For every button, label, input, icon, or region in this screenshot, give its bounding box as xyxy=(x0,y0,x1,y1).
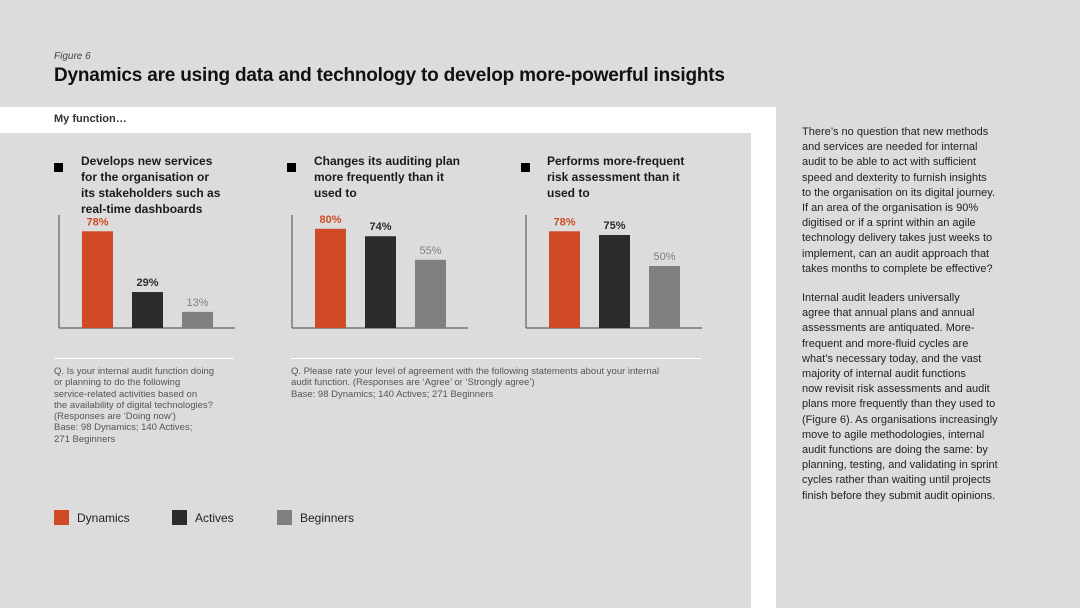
chart-1-data-label-dynamics: 78% xyxy=(86,216,108,228)
note-line: or planning to do the following xyxy=(54,377,181,389)
body-line: planning, testing, and validating in spr… xyxy=(802,459,998,472)
chart-2-data-label-dynamics: 80% xyxy=(319,214,341,226)
body-line: (Figure 6). As organisations increasingl… xyxy=(802,413,998,426)
divider-strip xyxy=(751,107,776,608)
chart-2-title-marker xyxy=(287,163,296,172)
legend-item-dynamics: Dynamics xyxy=(54,510,130,525)
body-line: what’s necessary today, and the vast xyxy=(802,352,982,365)
chart-2-title-line: more frequently than it xyxy=(314,170,445,184)
chart-2-data-label-actives: 74% xyxy=(369,221,391,233)
chart-1-title-line: its stakeholders such as xyxy=(81,186,221,200)
chart-3-data-label-actives: 75% xyxy=(603,220,625,232)
body-line: audit to be able to act with sufficient xyxy=(802,156,977,169)
body-paragraph-1: There’s no question that new methods and… xyxy=(802,125,1024,277)
body-line: and services are needed for internal xyxy=(802,141,978,154)
body-line: agree that annual plans and annual xyxy=(802,307,975,320)
note-line: 271 Beginners xyxy=(54,433,116,445)
chart-2-bar-beginners xyxy=(415,259,446,328)
legend-swatch-beginners xyxy=(277,510,292,525)
note-line: audit function. (Responses are ‘Agree’ o… xyxy=(291,377,535,389)
subheading-band xyxy=(0,107,776,133)
chart-1-title: Develops new services for the organisati… xyxy=(81,153,220,217)
figure-label: Figure 6 xyxy=(54,51,91,62)
body-line: If an area of the organisation is 90% xyxy=(802,202,979,215)
chart-2-bar-dynamics xyxy=(315,228,346,328)
chart-2-bar-actives xyxy=(365,236,396,328)
body-line: There’s no question that new methods xyxy=(802,126,989,138)
chart-3-title: Performs more-frequent risk assessment t… xyxy=(547,153,684,201)
bar-charts: 78% 29% 13% 80% 74% 55% 78% 75% 50% xyxy=(58,214,702,329)
chart-1-bar-dynamics xyxy=(82,231,113,328)
note-line: (Responses are ‘Doing now’) xyxy=(54,411,176,423)
note-line: Q. Is your internal audit function doing xyxy=(54,366,215,377)
notes-rule-right xyxy=(291,358,701,359)
body-line: Internal audit leaders universally xyxy=(802,292,960,304)
subheading: My function… xyxy=(54,113,127,125)
note-line: the availability of digital technologies… xyxy=(54,399,213,411)
chart-3-data-label-beginners: 50% xyxy=(653,251,675,263)
body-line: frequent and more-fluid cycles are xyxy=(802,337,969,350)
legend-swatch-actives xyxy=(172,510,187,525)
body-line: majority of internal audit functions xyxy=(802,368,966,381)
body-line: audit functions are doing the same: by xyxy=(802,444,988,457)
note-line: service-related activities based on xyxy=(54,388,198,400)
chart-1-title-line: Develops new services xyxy=(81,154,213,168)
chart-3-title-line: Performs more-frequent xyxy=(547,154,685,168)
chart-1-data-label-beginners: 13% xyxy=(186,297,208,309)
chart-3-title-line: used to xyxy=(547,186,590,200)
legend-item-actives: Actives xyxy=(172,510,234,525)
legend-swatch-dynamics xyxy=(54,510,69,525)
chart-1-data-label-actives: 29% xyxy=(136,277,158,289)
chart-3-data-label-dynamics: 78% xyxy=(553,216,575,228)
body-line: move to agile methodologies, internal xyxy=(802,428,985,441)
question-note-left: Q. Is your internal audit function doing… xyxy=(54,366,254,445)
body-line: finish before they submit audit opinions… xyxy=(802,489,996,502)
chart-1-bar-beginners xyxy=(182,311,213,328)
chart-3-bar-dynamics xyxy=(549,231,580,328)
chart-3-title-marker xyxy=(521,163,530,172)
chart-2-title-line: used to xyxy=(314,186,357,200)
chart-3-bar-beginners xyxy=(649,266,680,328)
chart-1-title-line: real-time dashboards xyxy=(81,202,203,216)
legend-label: Dynamics xyxy=(77,510,130,525)
chart-1-bar-actives xyxy=(132,292,163,328)
chart-1-title-marker xyxy=(54,163,63,172)
legend-item-beginners: Beginners xyxy=(277,510,354,525)
chart-3-bar-actives xyxy=(599,235,630,328)
body-line: cycles rather than waiting until project… xyxy=(802,474,991,487)
note-line: Q. Please rate your level of agreement w… xyxy=(291,366,660,377)
body-line: speed and dexterity to furnish insights xyxy=(802,171,987,184)
chart-3-title-line: risk assessment than it xyxy=(547,170,680,184)
chart-2-title: Changes its auditing plan more frequentl… xyxy=(314,153,460,201)
body-line: technology delivery takes just weeks to xyxy=(802,232,993,245)
body-line: takes months to complete be effective? xyxy=(802,262,993,275)
legend: Dynamics Actives Beginners xyxy=(54,510,454,528)
body-line: to the organisation on its digital journ… xyxy=(802,186,996,199)
legend-label: Beginners xyxy=(300,510,355,525)
chart-2-data-label-beginners: 55% xyxy=(419,245,441,257)
note-line: Base: 98 Dynamics; 140 Actives; 271 Begi… xyxy=(291,388,494,400)
body-line: now revisit risk assessments and audit xyxy=(802,383,990,396)
notes-rule-left xyxy=(54,358,234,359)
chart-2-title-line: Changes its auditing plan xyxy=(314,154,461,168)
chart-1-title-line: for the organisation or xyxy=(81,170,210,184)
legend-label: Actives xyxy=(195,510,234,525)
page-title: Dynamics are using data and technology t… xyxy=(54,65,725,86)
question-note-right: Q. Please rate your level of agreement w… xyxy=(291,366,731,400)
body-line: assessments are antiquated. More- xyxy=(802,322,975,335)
body-line: plans more frequently than they used to xyxy=(802,398,996,411)
body-paragraph-2: Internal audit leaders universally agree… xyxy=(802,291,1024,504)
body-line: implement, can an audit approach that xyxy=(802,247,990,260)
note-line: Base: 98 Dynamics; 140 Actives; xyxy=(54,422,193,434)
body-line: digitised or if a sprint within an agile xyxy=(802,217,976,230)
